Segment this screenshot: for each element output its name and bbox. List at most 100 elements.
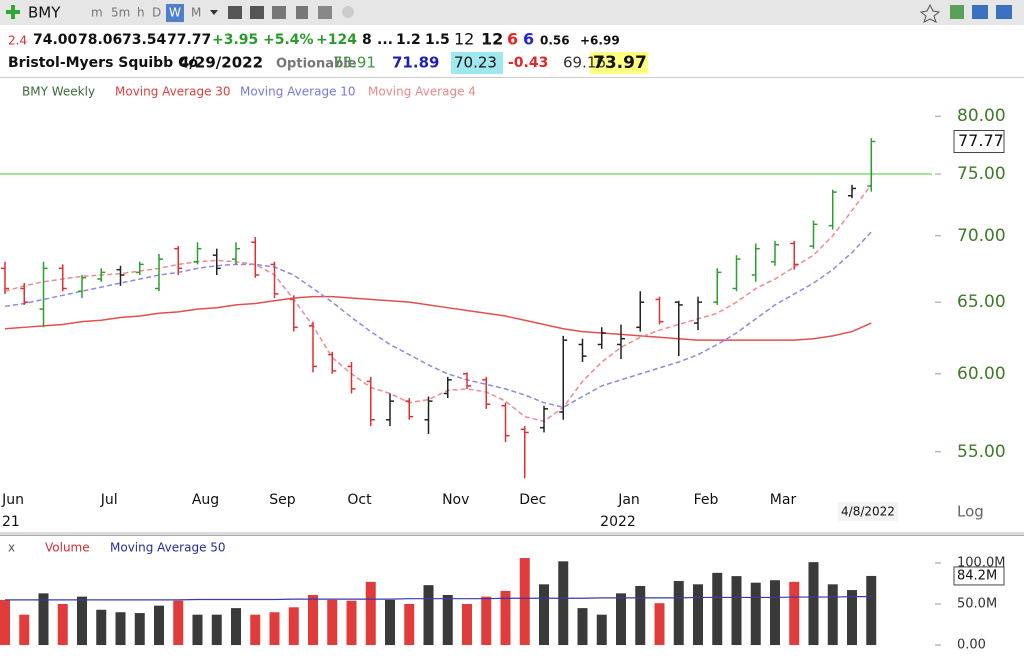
x-tick-label: Sep [269, 492, 296, 508]
interval[interactable]: M [191, 6, 201, 20]
year-label: 21 [2, 514, 20, 530]
moving-average [4, 231, 872, 409]
volume-bar [462, 604, 472, 646]
interval[interactable]: D [152, 6, 161, 20]
quote-field: +5.4% [263, 32, 314, 48]
highlight [451, 52, 503, 74]
interval[interactable]: 5m [111, 6, 130, 20]
tool-icon[interactable] [950, 5, 964, 19]
interval[interactable]: m [91, 6, 103, 20]
last-price: 77.77 [958, 131, 1004, 150]
panel-divider [0, 535, 1024, 536]
symbol[interactable]: BMY [28, 4, 61, 22]
volume-bar [558, 561, 569, 646]
x-tick-label: Oct [347, 492, 372, 508]
quote-field: 12 [454, 30, 474, 49]
volume-bar [192, 614, 203, 646]
star-icon[interactable] [919, 3, 941, 23]
volume-bar [750, 582, 761, 646]
scale-label[interactable]: Log [957, 503, 984, 521]
quote-field: 73.91 [333, 54, 376, 72]
legend-entry[interactable]: BMY Weekly [22, 85, 95, 99]
legend-entry[interactable]: Moving Average 4 [368, 85, 476, 99]
last-price-box [953, 130, 1005, 154]
quote-field: Optionable [276, 57, 357, 72]
tool-icon[interactable] [996, 5, 1012, 19]
quote-field: 6 [523, 30, 534, 49]
tool-icon[interactable] [296, 6, 308, 19]
volume-bar [385, 599, 395, 646]
volume-bar [173, 600, 184, 646]
tool-icon[interactable] [342, 6, 354, 18]
volume-bar [288, 607, 299, 646]
tool-icon[interactable] [318, 6, 332, 19]
volume-bar [115, 612, 126, 646]
volume-legend: x Volume Moving Average 50 [8, 541, 226, 555]
interval[interactable]: h [137, 6, 145, 20]
x-tick-label: Jun [1, 492, 24, 508]
y-tick-label: 75.00 [957, 164, 1006, 184]
quote-field: 12 [481, 30, 503, 49]
y-tick-label: 60.00 [957, 364, 1006, 384]
date-label: 4/8/2022 [841, 505, 895, 519]
add-icon[interactable] [6, 5, 20, 19]
volume-bar [596, 614, 607, 646]
volume-bar [211, 614, 222, 646]
volume-bar [154, 605, 164, 646]
header-row-2: Bristol-Myers Squibb Co 4/29/2022 Option… [8, 52, 648, 74]
interval-selected [166, 4, 184, 22]
quote-field: +6.99 [580, 34, 620, 48]
volume-bar [770, 580, 780, 646]
quote-field: +3.95 [212, 32, 258, 48]
volume-bar [539, 584, 549, 646]
x-tick-label: Mar [770, 492, 797, 508]
dropdown[interactable] [210, 10, 218, 15]
quote-field: 1.5 [425, 32, 450, 48]
quote-date: 4/29/2022 [179, 54, 263, 72]
volume-bar [96, 609, 107, 646]
tool-icon[interactable] [972, 5, 988, 19]
volume-bar [481, 596, 492, 646]
volume-bar [654, 603, 665, 646]
volume-bar [57, 604, 68, 646]
quote-field: 1.2 [396, 32, 421, 48]
volume-bar [346, 600, 357, 646]
x-tick-label: Jan [617, 492, 640, 508]
legend-entry[interactable]: Moving Average 30 [115, 85, 231, 99]
volume-bar [442, 594, 453, 646]
quote-field: 78.06 [78, 32, 122, 48]
volume-bar [404, 604, 415, 646]
y-tick-label: 0.00 [957, 638, 986, 653]
legend-entry[interactable]: Moving Average 50 [110, 541, 226, 555]
legend-entry[interactable]: Volume [45, 541, 90, 555]
y-tick-label: 70.00 [957, 226, 1006, 246]
volume-bar [693, 584, 703, 646]
y-tick-label: 65.00 [957, 292, 1006, 312]
date-box [838, 502, 898, 521]
interval[interactable]: W [169, 6, 181, 20]
year-label: 2022 [600, 514, 636, 530]
volume-bar [365, 581, 376, 646]
quote-field: 70.23 [454, 54, 497, 72]
legend-entry[interactable]: Moving Average 10 [240, 85, 356, 99]
volume-bar [731, 576, 742, 646]
volume-bar [866, 575, 877, 646]
close-button[interactable]: x [8, 541, 15, 555]
moving-average [5, 596, 872, 601]
volume-bar [827, 584, 838, 646]
quote-field: 77.77 [167, 32, 211, 48]
x-tick-label: Aug [192, 492, 219, 508]
quote-field: -0.43 [508, 55, 548, 71]
quote-field: 2.4 [8, 34, 27, 48]
tool-icon[interactable] [272, 6, 286, 19]
quote-field: 8 [362, 32, 372, 48]
moving-average [4, 184, 872, 423]
volume-bar [423, 585, 434, 646]
volume-bar [134, 613, 145, 646]
y-tick-label: 50.0M [957, 597, 997, 612]
volume-bar [77, 596, 87, 646]
tool-icon[interactable] [228, 6, 242, 19]
volume-bar [250, 614, 261, 646]
tool-icon[interactable] [250, 6, 264, 19]
volume-bar [635, 585, 646, 646]
